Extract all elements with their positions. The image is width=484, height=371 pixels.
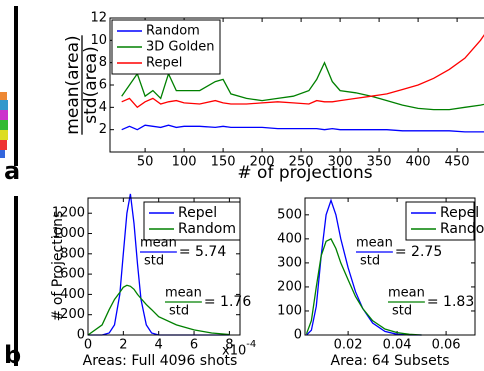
numerator: mean bbox=[140, 236, 177, 251]
y-tick-label: 12 bbox=[90, 11, 107, 26]
x-tick-label: 2 bbox=[119, 338, 127, 353]
annotation-value: = 2.75 bbox=[395, 244, 442, 260]
y-tick-label: 10 bbox=[90, 33, 107, 48]
y-tick-label: 400 bbox=[277, 231, 302, 246]
fraction: mean std bbox=[356, 236, 393, 269]
legend-label: 3D Golden bbox=[146, 40, 215, 55]
denominator: std bbox=[360, 254, 380, 269]
fraction: mean std bbox=[165, 286, 202, 319]
numerator: mean bbox=[356, 236, 393, 251]
divider-bar bbox=[14, 6, 18, 166]
y-tick-label: 500 bbox=[277, 207, 302, 222]
fraction: mean std bbox=[388, 286, 425, 319]
series-line bbox=[88, 285, 229, 335]
fraction: mean std bbox=[140, 236, 177, 269]
sphere-fragment bbox=[0, 92, 8, 158]
x-tick-label: 450 bbox=[445, 155, 470, 170]
axis-exponent: x10 bbox=[222, 344, 246, 359]
x-tick-label: 4 bbox=[155, 338, 163, 353]
panel-label: b bbox=[4, 341, 21, 369]
legend-label: Random bbox=[440, 221, 484, 237]
legend-label: Repel bbox=[178, 205, 217, 221]
x-tick-label: 100 bbox=[172, 155, 197, 170]
legend-label: Repel bbox=[440, 205, 479, 221]
x-tick-label: 6 bbox=[190, 338, 198, 353]
annotation-value: = 5.74 bbox=[179, 244, 226, 260]
x-tick-label: 150 bbox=[211, 155, 236, 170]
x-tick-label: 50 bbox=[137, 155, 154, 170]
denominator: std(area) bbox=[81, 46, 101, 124]
legend-label: Random bbox=[178, 221, 236, 237]
denominator: std bbox=[169, 304, 189, 319]
annotation-value: = 1.83 bbox=[427, 294, 474, 310]
y-tick-label: 0 bbox=[294, 328, 302, 343]
series-line bbox=[122, 125, 484, 132]
x-tick-label: 0.04 bbox=[383, 338, 412, 353]
y-tick-label: 200 bbox=[277, 279, 302, 294]
legend-label: Random bbox=[146, 24, 200, 39]
x-axis-label: Area: 64 Subsets bbox=[331, 353, 450, 369]
annotation-value: = 1.76 bbox=[204, 294, 251, 310]
y-tick-label: 100 bbox=[277, 303, 302, 318]
denominator: std bbox=[392, 304, 412, 319]
x-tick-label: 0.02 bbox=[334, 338, 363, 353]
x-tick-label: 0.06 bbox=[432, 338, 461, 353]
figure: a b 501001502002503003504004505002468101… bbox=[0, 0, 484, 371]
axis-exponent-power: -4 bbox=[246, 339, 256, 350]
panel-label: a bbox=[4, 157, 20, 185]
x-tick-label: 400 bbox=[406, 155, 431, 170]
y-tick-label: 300 bbox=[277, 255, 302, 270]
x-axis-label: # of projections bbox=[237, 163, 372, 183]
y-axis-label: # of Projections bbox=[50, 211, 66, 322]
x-axis-label: Areas: Full 4096 shots bbox=[83, 353, 238, 369]
legend-label: Repel bbox=[146, 56, 182, 71]
y-tick-label: 0 bbox=[77, 328, 85, 343]
numerator: mean(area) bbox=[63, 35, 83, 134]
numerator: mean bbox=[165, 286, 202, 301]
denominator: std bbox=[144, 254, 164, 269]
x-tick-label: 0 bbox=[84, 338, 92, 353]
fraction: mean(area)std(area) bbox=[63, 35, 101, 134]
numerator: mean bbox=[388, 286, 425, 301]
